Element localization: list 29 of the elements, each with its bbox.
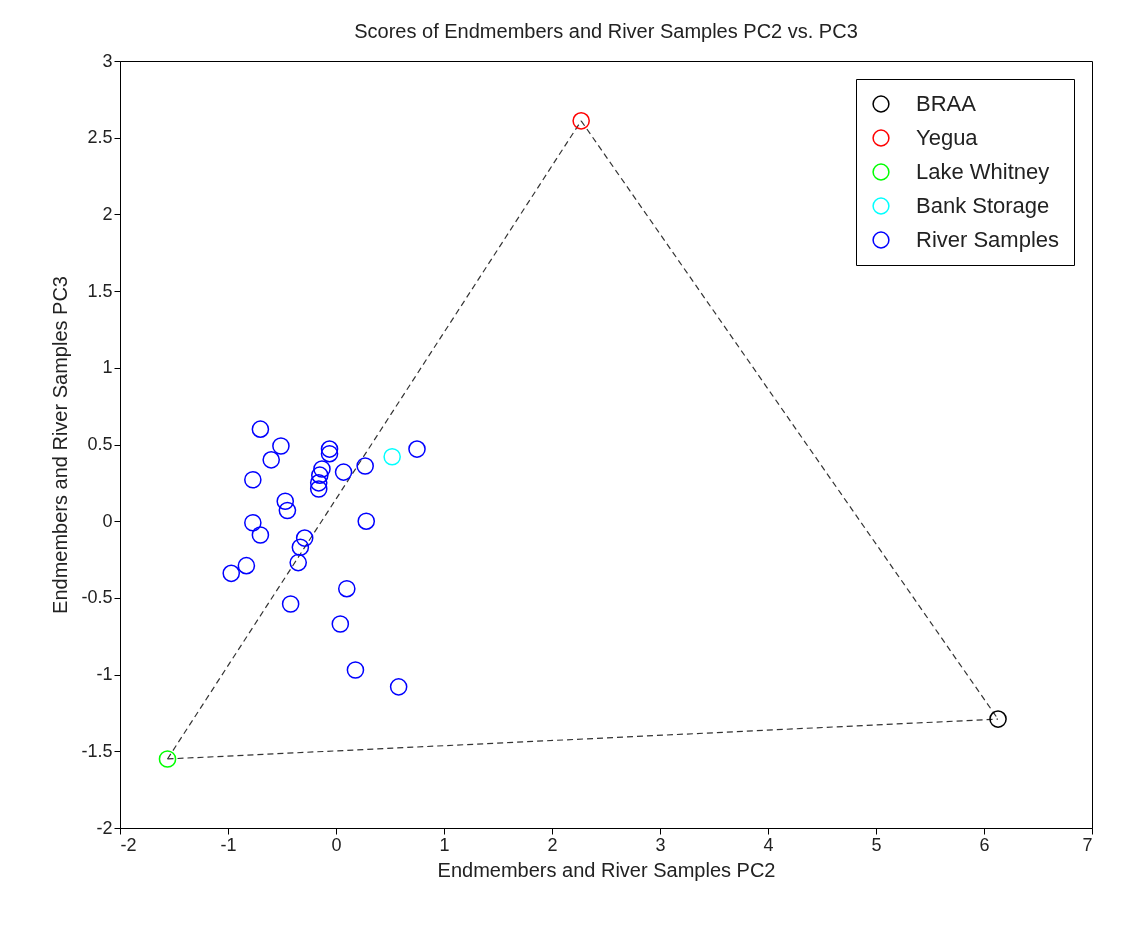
y-tick-label: -1.5 [81, 740, 113, 761]
y-tick-label: 2.5 [87, 127, 113, 148]
y-axis-title: Endmembers and River Samples PC3 [49, 276, 72, 614]
legend-label: BRAA [916, 91, 977, 116]
x-axis-title: Endmembers and River Samples PC2 [437, 858, 776, 881]
x-tick-label: 1 [439, 834, 450, 855]
y-tick-label: 1.5 [87, 280, 113, 301]
legend-label: River Samples [916, 227, 1060, 252]
y-tick-label: 3 [102, 50, 113, 71]
x-tick-label: -1 [220, 834, 237, 855]
chart-title: Scores of Endmembers and River Samples PC2 vs. PC3 [354, 20, 858, 42]
y-tick-label: 0.5 [87, 434, 113, 454]
y-tick-label: 2 [102, 203, 113, 224]
legend-label: Bank Storage [916, 193, 1050, 218]
y-tick-label: -1 [96, 664, 113, 685]
x-tick-label: 6 [979, 834, 990, 855]
x-tick-label: 0 [331, 834, 342, 855]
y-tick-label: 1 [102, 357, 113, 378]
y-tick-label: -0.5 [81, 587, 113, 608]
x-tick-label: 4 [763, 834, 774, 855]
x-tick-label: -2 [120, 834, 137, 855]
y-tick-label: -2 [96, 817, 113, 838]
x-tick-label: 7 [1082, 834, 1093, 855]
x-tick-label: 3 [655, 834, 666, 855]
x-tick-label: 5 [871, 834, 882, 855]
x-tick-label: 2 [547, 834, 558, 855]
legend-label: Lake Whitney [916, 159, 1050, 184]
legend-label: Yegua [916, 125, 979, 150]
y-tick-label: 0 [102, 510, 113, 531]
